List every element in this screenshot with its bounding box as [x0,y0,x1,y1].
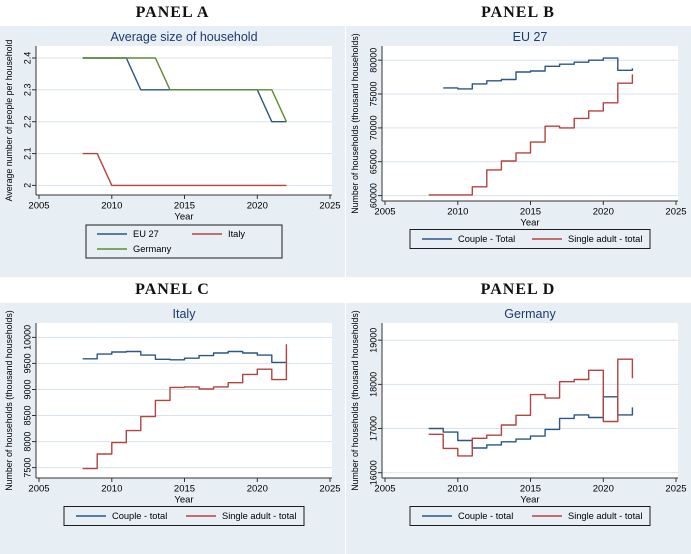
svg-text:2015: 2015 [519,484,540,495]
svg-text:2015: 2015 [519,207,540,218]
svg-text:Year: Year [174,212,193,223]
svg-text:2025: 2025 [319,201,340,212]
panel-d: PANEL D Germany 16000 17000 18000 19000 Numbe… [345,277,691,554]
svg-text:Couple - total: Couple - total [458,511,513,521]
svg-text:60000: 60000 [368,183,378,208]
svg-text:2010: 2010 [447,484,468,495]
svg-text:Year: Year [520,218,539,229]
svg-text:Number of households (thousand: Number of households (thousand household… [4,310,14,491]
svg-text:Year: Year [174,495,193,506]
svg-text:Single adult - total: Single adult - total [568,234,642,244]
svg-text:2005: 2005 [374,207,395,218]
svg-text:7500: 7500 [23,458,33,478]
svg-text:9500: 9500 [23,353,33,373]
panel-d-header: PANEL D [480,281,556,298]
svg-text:Italy: Italy [228,229,245,239]
panel-a-header: PANEL A [135,4,210,21]
svg-text:Average size of household: Average size of household [110,30,257,44]
svg-text:2005: 2005 [28,201,49,212]
svg-text:Single adult - total: Single adult - total [222,511,296,521]
svg-text:Italy: Italy [173,307,197,321]
svg-text:2025: 2025 [319,484,340,495]
svg-text:2.4: 2.4 [23,52,33,65]
svg-text:8000: 8000 [23,432,33,452]
svg-text:Couple - Total: Couple - Total [458,234,515,244]
panel-a-chart: Average size of household 2 2.1 2.2 2.3 2.4 Av… [0,26,345,277]
svg-text:80000: 80000 [368,48,378,73]
svg-text:2: 2 [23,183,33,188]
svg-text:16000: 16000 [368,460,378,485]
svg-text:10000: 10000 [23,325,33,350]
svg-text:18000: 18000 [368,372,378,397]
panel-b: PANEL B EU 27 60000 65000 70000 75000 80000 Nu… [345,0,691,277]
svg-text:2005: 2005 [28,484,49,495]
svg-text:Average number of people per h: Average number of people per household [4,40,14,202]
svg-text:65000: 65000 [368,149,378,174]
svg-text:Single adult - total: Single adult - total [568,511,642,521]
svg-text:9000: 9000 [23,379,33,399]
svg-text:Year: Year [520,495,539,506]
svg-text:75000: 75000 [368,81,378,106]
svg-text:2020: 2020 [592,207,613,218]
panel-c-chart: Italy 7500 8000 8500 9000 9500 10000 Number of … [0,303,345,554]
svg-text:2015: 2015 [174,201,195,212]
svg-text:2.1: 2.1 [23,147,33,160]
svg-text:2.2: 2.2 [23,115,33,128]
svg-text:2010: 2010 [447,207,468,218]
panel-b-header: PANEL B [481,4,555,21]
svg-text:2025: 2025 [665,207,686,218]
svg-text:2020: 2020 [592,484,613,495]
panel-a: PANEL A Average size of household 2 2.1 2.2… [0,0,345,277]
panel-d-chart: Germany 16000 17000 18000 19000 Number of hou… [345,303,691,554]
svg-text:2.3: 2.3 [23,84,33,97]
svg-text:Germany: Germany [504,307,556,321]
svg-text:Germany: Germany [133,244,172,254]
panel-c: PANEL C Italy 7500 8000 8500 9000 9500 10000 Nu… [0,277,345,554]
panel-b-chart: EU 27 60000 65000 70000 75000 80000 Number of … [345,26,691,277]
svg-text:2020: 2020 [247,484,268,495]
svg-text:Number of households (thousand: Number of households (thousand household… [350,33,360,214]
svg-text:2010: 2010 [101,201,122,212]
svg-text:2025: 2025 [665,484,686,495]
svg-text:Number of households (thousand: Number of households (thousand household… [350,310,360,491]
svg-text:70000: 70000 [368,115,378,140]
svg-text:2010: 2010 [101,484,122,495]
svg-text:19000: 19000 [368,328,378,353]
svg-text:EU 27: EU 27 [133,229,159,239]
svg-text:8500: 8500 [23,405,33,425]
svg-text:2020: 2020 [247,201,268,212]
panel-c-header: PANEL C [135,281,210,298]
svg-text:2015: 2015 [174,484,195,495]
svg-text:Couple - total: Couple - total [112,511,167,521]
svg-text:EU 27: EU 27 [512,30,547,44]
svg-text:17000: 17000 [368,416,378,441]
svg-text:2005: 2005 [374,484,395,495]
